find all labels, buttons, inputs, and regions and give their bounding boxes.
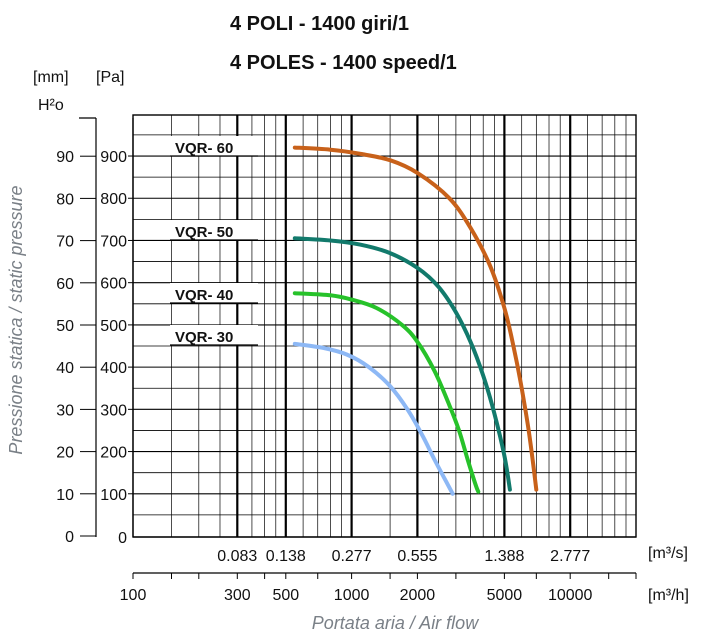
series-label: VQR- 40	[175, 287, 233, 304]
y-unit-pa: [Pa]	[96, 69, 124, 86]
x-tick-m3h: 10000	[548, 587, 593, 604]
x-tick-m3h: 1000	[334, 587, 370, 604]
curves	[292, 145, 539, 496]
series-label-bg	[170, 283, 258, 303]
series-label-bg	[170, 136, 258, 156]
y-tick-pa: 100	[100, 487, 127, 504]
chart-subtitle: 4 POLES - 1400 speed/1	[230, 52, 457, 74]
y-tick-mm: 50	[56, 318, 74, 335]
y-tick-mm: 80	[56, 191, 74, 208]
chart-title: 4 POLI - 1400 giri/1	[230, 13, 409, 35]
y-tick-pa: 600	[100, 276, 127, 293]
series-line	[292, 341, 455, 496]
y-tick-mm: 20	[56, 445, 74, 462]
series-label: VQR- 30	[175, 329, 233, 346]
y-tick-pa: 500	[100, 318, 127, 335]
y-tick-pa: 400	[100, 360, 127, 377]
y-tick-pa: 200	[100, 445, 127, 462]
x-tick-m3h: 2000	[400, 587, 436, 604]
x-unit-m3s: [m³/s]	[648, 545, 688, 562]
x-tick-m3h: 5000	[487, 587, 523, 604]
series-line	[292, 145, 539, 492]
series-labels: VQR- 60 VQR- 50 VQR- 40 VQR- 30	[170, 136, 258, 346]
y-tick-mm: 60	[56, 276, 74, 293]
series-line	[292, 236, 512, 492]
y-tick-pa: 0	[118, 530, 127, 547]
y-tick-mm: 30	[56, 402, 74, 419]
x-axis-label: Portata aria / Air flow	[312, 613, 479, 633]
y-tick-mm: 90	[56, 149, 74, 166]
y-tick-mm: 0	[65, 529, 74, 546]
series-line	[292, 291, 481, 494]
y-tick-pa: 800	[100, 191, 127, 208]
y-axis-label: Pressione statica / static pressure	[6, 185, 26, 454]
axes: 100 200 300 400 500 600 700 800 900 0 0 10 20 30 40 50 6…	[56, 117, 637, 604]
x-tick-m3h: 500	[272, 587, 299, 604]
x-tick-m3s: 0.277	[332, 548, 372, 565]
x-tick-m3h: 300	[224, 587, 251, 604]
y-tick-pa: 700	[100, 233, 127, 250]
y-tick-pa: 900	[100, 149, 127, 166]
y-tick-mm: 40	[56, 360, 74, 377]
series-label: VQR- 50	[175, 224, 233, 241]
y-tick-pa: 300	[100, 402, 127, 419]
x-unit-m3h: [m³/h]	[648, 587, 689, 604]
x-tick-m3s: 0.555	[397, 548, 437, 565]
x-tick-m3h: 100	[120, 587, 147, 604]
x-tick-m3s: 2.777	[550, 548, 590, 565]
y-tick-mm: 10	[56, 487, 74, 504]
y-tick-mm: 70	[56, 234, 74, 251]
x-tick-m3s: 0.083	[217, 548, 257, 565]
y-unit-mm: [mm]	[33, 69, 69, 86]
series-label: VQR- 60	[175, 140, 233, 157]
series-label-bg	[170, 220, 258, 240]
series-label-bg	[170, 325, 258, 345]
y-unit-h2o: H²o	[38, 97, 64, 114]
x-tick-m3s: 0.138	[266, 548, 306, 565]
x-tick-m3s: 1.388	[484, 548, 524, 565]
